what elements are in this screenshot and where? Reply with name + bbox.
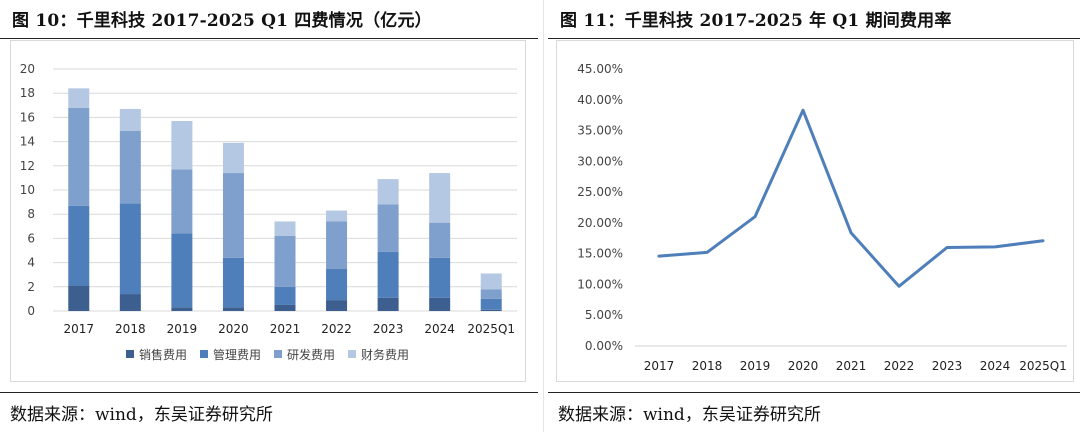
legend-swatch [126,350,134,358]
x-tick-label: 2021 [270,322,301,336]
y-tick-label: 16 [20,110,35,124]
y-tick-label: 0 [27,304,35,318]
bar-segment [429,297,451,311]
y-tick-label: 8 [27,207,35,221]
y-tick-label: 12 [20,159,35,173]
bar-segment [326,300,348,311]
y-tick-label: 35.00% [577,124,623,138]
bar-segment [222,142,244,174]
y-tick-label: 10 [20,183,35,197]
source-rule [548,392,1080,393]
y-tick-label: 2 [27,280,35,294]
figure-10-title: 图 10：千里科技 2017-2025 Q1 四费情况（亿元） [12,11,432,31]
x-tick-label: 2023 [932,359,963,373]
y-tick-label: 20 [20,62,35,76]
y-tick-label: 40.00% [577,93,623,107]
bar-segment [326,268,348,301]
legend-swatch [274,350,282,358]
x-tick-label: 2020 [218,322,249,336]
y-tick-label: 5.00% [585,308,623,322]
y-tick-label: 20.00% [577,216,623,230]
legend-label: 财务费用 [361,347,409,362]
y-tick-label: 6 [27,231,35,245]
bar-segment [222,173,244,258]
bar-segment [68,205,90,286]
expense-amount-panel: 图 10：千里科技 2017-2025 Q1 四费情况（亿元） 0 2 4 6 8 10 1… [0,0,538,432]
line-chart: 0.00% 5.00% 10.00% 15.00% 20.00% 25.00% 30.00%… [577,62,1067,373]
title-rule [0,38,538,39]
expense-ratio-panel: 图 11：千里科技 2017-2025 年 Q1 期间费用率 0.00% 5.00… [548,0,1080,432]
stacked-bar-chart-frame: 0 2 4 6 8 10 12 14 16 18 20 2017 2018 2019 2020 2021 202… [10,40,526,382]
y-tick-label: 18 [20,86,35,100]
y-tick-label: 30.00% [577,154,623,168]
y-tick-label: 14 [20,135,35,149]
x-tick-label: 2017 [64,322,95,336]
bar-segment [119,203,141,295]
bar-segment [119,294,141,311]
x-tick-label: 2019 [740,359,771,373]
bar-segment [480,273,502,290]
bar-segment [480,309,502,311]
bar-segment [377,179,399,205]
bar-segment [68,285,90,311]
x-tick-label: 2021 [836,359,867,373]
bar-segment [119,130,141,204]
bar-segment [326,210,348,222]
bar-segment [429,173,451,223]
bar-segment [171,233,193,308]
legend-swatch [200,350,208,358]
y-tick-label: 4 [27,256,35,270]
figure-10-source: 数据来源：wind，东吴证券研究所 [10,405,273,425]
line-chart-frame: 0.00% 5.00% 10.00% 15.00% 20.00% 25.00% 30.00%… [556,40,1074,382]
x-tick-label: 2017 [644,359,675,373]
legend-label: 销售费用 [139,347,187,362]
bar-segment [274,286,296,305]
x-tick-label: 2024 [980,359,1011,373]
bar-segment [274,235,296,287]
stacked-bar-chart: 0 2 4 6 8 10 12 14 16 18 20 2017 2018 2019 2020 2021 202… [20,62,517,362]
bar-segment [274,304,296,311]
source-rule [0,392,538,393]
bar-segment [429,257,451,298]
legend-swatch [348,350,356,358]
bar-segment [68,107,90,206]
x-tick-label: 2018 [692,359,723,373]
bar-segment [480,289,502,299]
bar-segment [222,307,244,311]
x-tick-label: 2023 [373,322,404,336]
bar-segment [171,307,193,311]
bar-segment [429,222,451,258]
bar-segment [274,221,296,236]
y-tick-label: 15.00% [577,247,623,261]
x-tick-label: 2018 [115,322,146,336]
x-tick-label: 2022 [884,359,915,373]
x-tick-label: 2022 [321,322,352,336]
figure-11-title: 图 11：千里科技 2017-2025 年 Q1 期间费用率 [560,11,952,31]
x-tick-label: 2024 [424,322,455,336]
bar-segment [119,108,141,131]
bar-segment [326,221,348,269]
bar-segment [171,121,193,170]
legend-label: 管理费用 [213,347,261,362]
series-line [657,108,1045,288]
x-tick-label: 2025Q1 [1019,359,1067,373]
y-tick-label: 0.00% [585,339,623,353]
bar-segment [377,251,399,298]
bar-segment [377,297,399,311]
y-tick-label: 10.00% [577,277,623,291]
figure-11-source: 数据来源：wind，东吴证券研究所 [558,405,821,425]
x-tick-label: 2025Q1 [467,322,515,336]
bar-segment [222,257,244,308]
x-tick-label: 2019 [167,322,198,336]
panel-separator [543,0,544,432]
x-tick-label: 2020 [788,359,819,373]
bar-segment [480,298,502,310]
y-tick-label: 25.00% [577,185,623,199]
bar-segment [171,169,193,234]
bar-segment [377,204,399,252]
bar-segment [68,88,90,108]
legend-label: 研发费用 [287,347,335,362]
y-tick-label: 45.00% [577,62,623,76]
title-rule [548,38,1080,39]
